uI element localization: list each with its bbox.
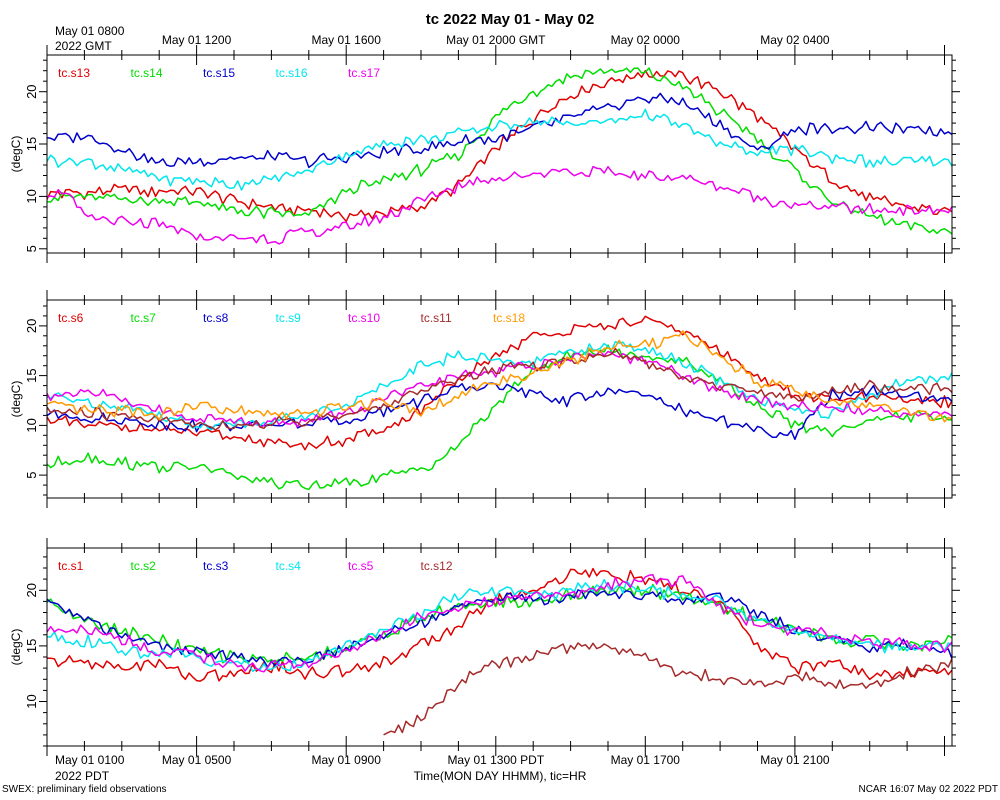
legend: tc.s1 tc.s2 tc.s3 tc.s4 tc.s5 tc.s12 <box>58 559 453 573</box>
series-line-tc.s16 <box>47 108 952 191</box>
legend-entry-tc.s10: tc.s10 <box>348 311 380 325</box>
pdt-year-label: 2022 PDT <box>55 769 110 783</box>
gmt-axis-label: May 02 0000 <box>611 33 681 47</box>
legend-entry-tc.s8: tc.s8 <box>203 311 229 325</box>
legend-entry-tc.s4: tc.s4 <box>276 559 302 573</box>
series-line-tc.s15 <box>47 92 952 169</box>
series-line-tc.s5 <box>47 573 952 673</box>
legend-entry-tc.s12: tc.s12 <box>421 559 453 573</box>
series-line-tc.s18 <box>47 330 952 423</box>
legend: tc.s6 tc.s7 tc.s8 tc.s9 tc.s10 tc.s11 tc.s18 <box>58 311 525 325</box>
legend-entry-tc.s5: tc.s5 <box>348 559 374 573</box>
series-line-tc.s1 <box>47 567 952 682</box>
x-ticks <box>46 45 945 263</box>
series-line-tc.s10 <box>47 350 952 428</box>
legend-entry-tc.s1: tc.s1 <box>58 559 84 573</box>
legend-entry-tc.s18: tc.s18 <box>493 311 525 325</box>
series-line-tc.s11 <box>47 347 952 431</box>
legend-entry-tc.s14: tc.s14 <box>131 66 163 80</box>
chart-title: tc 2022 May 01 - May 02 <box>426 11 594 28</box>
gmt-axis-label: May 02 0400 <box>760 33 830 47</box>
series-line-tc.s2 <box>47 583 952 664</box>
y-tick-label: 10 <box>24 418 39 432</box>
legend-entry-tc.s3: tc.s3 <box>203 559 229 573</box>
series-line-tc.s9 <box>47 340 952 431</box>
legend-entry-tc.s6: tc.s6 <box>58 311 84 325</box>
y-tick-label: 10 <box>24 694 39 708</box>
legend-entry-tc.s7: tc.s7 <box>131 311 157 325</box>
series-line-tc.s17 <box>47 165 952 245</box>
y-ticks: 5 10 15 20 <box>24 59 960 252</box>
series-line-tc.s13 <box>47 69 952 223</box>
series-line-tc.s8 <box>47 382 952 441</box>
pdt-axis-label: May 01 0900 <box>312 753 382 767</box>
pdt-axis-label: May 01 2100 <box>760 753 830 767</box>
gmt-axis-label: May 01 1600 <box>312 33 382 47</box>
series-line-tc.s4 <box>47 578 952 673</box>
y-tick-label: 10 <box>24 189 39 203</box>
legend-entry-tc.s16: tc.s16 <box>276 66 308 80</box>
y-tick-label: 15 <box>24 368 39 382</box>
y-tick-label: 5 <box>24 245 39 252</box>
legend-entry-tc.s2: tc.s2 <box>131 559 157 573</box>
legend-entry-tc.s11: tc.s11 <box>421 311 452 325</box>
y-axis-label: (degC) <box>9 629 23 666</box>
gmt-first-label-line2: 2022 GMT <box>55 39 112 53</box>
pdt-axis-label: May 01 1700 <box>611 753 681 767</box>
y-tick-label: 20 <box>24 84 39 98</box>
series-group <box>47 67 952 245</box>
gmt-first-label-line1: May 01 0800 <box>55 24 125 38</box>
series-group <box>47 315 952 491</box>
x-ticks <box>46 538 945 756</box>
y-axis-label: (degC) <box>9 381 23 418</box>
legend-entry-tc.s9: tc.s9 <box>276 311 302 325</box>
footer-right: NCAR 16:07 May 02 2022 PDT <box>858 784 998 795</box>
x-ticks <box>46 290 945 508</box>
gmt-axis-labels: May 01 1200 May 01 1600 May 01 2000 GMT May… <box>162 33 830 47</box>
series-line-tc.s12 <box>383 642 952 736</box>
y-tick-label: 5 <box>24 471 39 478</box>
pdt-axis-label: May 01 0100 <box>55 753 125 767</box>
panel-frame <box>46 54 953 254</box>
pdt-axis-labels: May 01 0100 May 01 0500 May 01 0900 May 01 … <box>55 753 830 767</box>
panel-frame <box>46 299 953 499</box>
series-line-tc.s7 <box>47 344 952 491</box>
y-tick-label: 20 <box>24 583 39 597</box>
legend: tc.s13 tc.s14 tc.s15 tc.s16 tc.s17 <box>58 66 380 80</box>
legend-entry-tc.s13: tc.s13 <box>58 66 90 80</box>
gmt-axis-label: May 01 2000 GMT <box>446 33 546 47</box>
y-axis-label: (degC) <box>9 136 23 173</box>
legend-entry-tc.s17: tc.s17 <box>348 66 380 80</box>
y-tick-label: 20 <box>24 319 39 333</box>
gmt-axis-label: May 01 1200 <box>162 33 232 47</box>
y-ticks: 5 10 15 20 <box>24 305 960 496</box>
panel-frame <box>46 547 953 747</box>
pdt-axis-label: May 01 0500 <box>162 753 232 767</box>
y-tick-label: 15 <box>24 137 39 151</box>
y-tick-label: 15 <box>24 639 39 653</box>
y-ticks: 10 15 20 <box>24 556 960 747</box>
series-group <box>47 567 952 736</box>
pdt-axis-label: May 01 1300 PDT <box>447 753 544 767</box>
series-line-tc.s3 <box>47 589 952 668</box>
series-line-tc.s14 <box>47 67 952 235</box>
x-axis-title: Time(MON DAY HHMM), tic=HR <box>414 769 587 783</box>
footer-left: SWEX: preliminary field observations <box>2 784 167 795</box>
legend-entry-tc.s15: tc.s15 <box>203 66 235 80</box>
